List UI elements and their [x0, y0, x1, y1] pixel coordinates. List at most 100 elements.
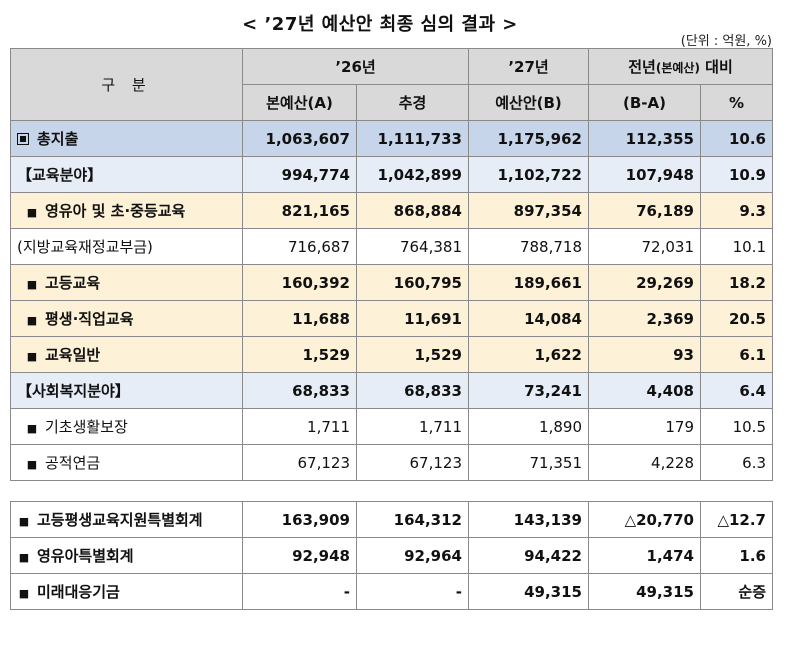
- row-label: 총지출: [10, 120, 243, 157]
- cell-pct: 10.6: [700, 120, 773, 157]
- cell-diff: △20,770: [588, 501, 701, 538]
- spacer-cell: [588, 480, 701, 502]
- cell-budget: 1,890: [468, 408, 589, 445]
- cell-main: 68,833: [242, 372, 357, 409]
- cell-budget: 189,661: [468, 264, 589, 301]
- table-row: ■ 고등평생교육지원특별회계 163,909 164,312 143,139 △2…: [10, 501, 773, 538]
- spacer-cell: [700, 480, 773, 502]
- row-label-text: 영유아특별회계: [37, 547, 134, 565]
- row-label: ■ 고등평생교육지원특별회계: [10, 501, 243, 538]
- bullet-icon: ■: [26, 314, 38, 327]
- square-bullet-icon: [17, 133, 29, 145]
- row-label-text: 고등평생교육지원특별회계: [37, 511, 203, 529]
- header-compare-suffix: 대비: [699, 58, 733, 76]
- cell-diff: 72,031: [588, 228, 701, 265]
- cell-pct: 10.1: [700, 228, 773, 265]
- cell-pct: 6.4: [700, 372, 773, 409]
- table-row: 【사회복지분야】 68,833 68,833 73,241 4,408 6.4: [10, 372, 773, 409]
- cell-supp: 1,529: [356, 336, 469, 373]
- cell-pct: 10.5: [700, 408, 773, 445]
- cell-main: -: [242, 573, 357, 610]
- table-row: ■ 영유아 및 초·중등교육 821,165 868,884 897,354 76…: [10, 192, 773, 229]
- header-col-pct: %: [700, 84, 773, 121]
- row-label: 【교육분야】: [10, 156, 243, 193]
- row-label-text: 총지출: [37, 130, 79, 148]
- bullet-icon: ■: [18, 551, 30, 564]
- cell-supp: 11,691: [356, 300, 469, 337]
- table-row: ■ 평생·직업교육 11,688 11,691 14,084 2,369 20.5: [10, 300, 773, 337]
- cell-main: 1,063,607: [242, 120, 357, 157]
- row-label-text: 고등교육: [45, 274, 101, 292]
- bullet-icon: ■: [26, 422, 38, 435]
- cell-pct: 순증: [700, 573, 773, 610]
- cell-supp: 1,042,899: [356, 156, 469, 193]
- table-row: 【교육분야】 994,774 1,042,899 1,102,722 107,9…: [10, 156, 773, 193]
- header-compare-prefix: 전년: [628, 58, 656, 76]
- header-col-diff: (B-A): [588, 84, 701, 121]
- bullet-icon: ■: [18, 587, 30, 600]
- cell-supp: 68,833: [356, 372, 469, 409]
- header-year27: ’27년: [468, 48, 589, 85]
- bullet-icon: ■: [26, 278, 38, 291]
- bullet-icon: ■: [26, 206, 38, 219]
- cell-pct: 9.3: [700, 192, 773, 229]
- spacer-cell: [468, 480, 589, 502]
- table-row: ■ 미래대응기금 - - 49,315 49,315 순증: [10, 573, 773, 610]
- row-label-text: 평생·직업교육: [45, 310, 134, 328]
- row-label: ■ 영유아특별회계: [10, 537, 243, 574]
- header-col-supp: 추경: [356, 84, 469, 121]
- header-row-1: 구 분 ’26년 ’27년 전년(본예산) 대비: [10, 48, 773, 121]
- cell-supp: 67,123: [356, 444, 469, 481]
- cell-main: 160,392: [242, 264, 357, 301]
- cell-budget: 14,084: [468, 300, 589, 337]
- row-label: ■ 공적연금: [10, 444, 243, 481]
- cell-supp: -: [356, 573, 469, 610]
- table-row: ■ 교육일반 1,529 1,529 1,622 93 6.1: [10, 336, 773, 373]
- cell-supp: 164,312: [356, 501, 469, 538]
- cell-pct: 6.3: [700, 444, 773, 481]
- cell-main: 163,909: [242, 501, 357, 538]
- cell-main: 92,948: [242, 537, 357, 574]
- cell-diff: 4,228: [588, 444, 701, 481]
- cell-budget: 1,622: [468, 336, 589, 373]
- cell-diff: 49,315: [588, 573, 701, 610]
- cell-diff: 76,189: [588, 192, 701, 229]
- cell-diff: 2,369: [588, 300, 701, 337]
- cell-main: 716,687: [242, 228, 357, 265]
- cell-pct: 20.5: [700, 300, 773, 337]
- cell-budget: 73,241: [468, 372, 589, 409]
- header-col-budget: 예산안(B): [468, 84, 589, 121]
- header-row-2: 본예산(A) 추경 예산안(B) (B-A) %: [11, 84, 773, 121]
- row-label-text: 교육일반: [45, 346, 101, 364]
- row-label: ■ 미래대응기금: [10, 573, 243, 610]
- header-col-main: 본예산(A): [242, 84, 357, 121]
- cell-diff: 4,408: [588, 372, 701, 409]
- table-row: 총지출 1,063,607 1,111,733 1,175,962 112,35…: [10, 120, 773, 157]
- cell-budget: 143,139: [468, 501, 589, 538]
- spacer-cell: [10, 480, 243, 502]
- row-label: (지방교육재정교부금): [10, 228, 243, 265]
- cell-main: 11,688: [242, 300, 357, 337]
- bullet-icon: ■: [26, 458, 38, 471]
- header-gubun: 구 분: [10, 48, 243, 121]
- cell-budget: 94,422: [468, 537, 589, 574]
- spacer-cell: [356, 480, 469, 502]
- row-label-text: 기초생활보장: [45, 418, 128, 436]
- cell-main: 821,165: [242, 192, 357, 229]
- cell-budget: 897,354: [468, 192, 589, 229]
- cell-pct: 6.1: [700, 336, 773, 373]
- cell-main: 67,123: [242, 444, 357, 481]
- cell-diff: 93: [588, 336, 701, 373]
- cell-budget: 788,718: [468, 228, 589, 265]
- row-label: ■ 영유아 및 초·중등교육: [10, 192, 243, 229]
- cell-diff: 29,269: [588, 264, 701, 301]
- cell-supp: 1,711: [356, 408, 469, 445]
- cell-diff: 112,355: [588, 120, 701, 157]
- row-label-text: 공적연금: [45, 454, 101, 472]
- cell-diff: 179: [588, 408, 701, 445]
- cell-diff: 1,474: [588, 537, 701, 574]
- table-row: ■ 고등교육 160,392 160,795 189,661 29,269 18.…: [10, 264, 773, 301]
- page-title: < ’27년 예산안 최종 심의 결과 >: [242, 14, 518, 35]
- table-row: ■ 영유아특별회계 92,948 92,964 94,422 1,474 1.6: [10, 537, 773, 574]
- cell-pct: 1.6: [700, 537, 773, 574]
